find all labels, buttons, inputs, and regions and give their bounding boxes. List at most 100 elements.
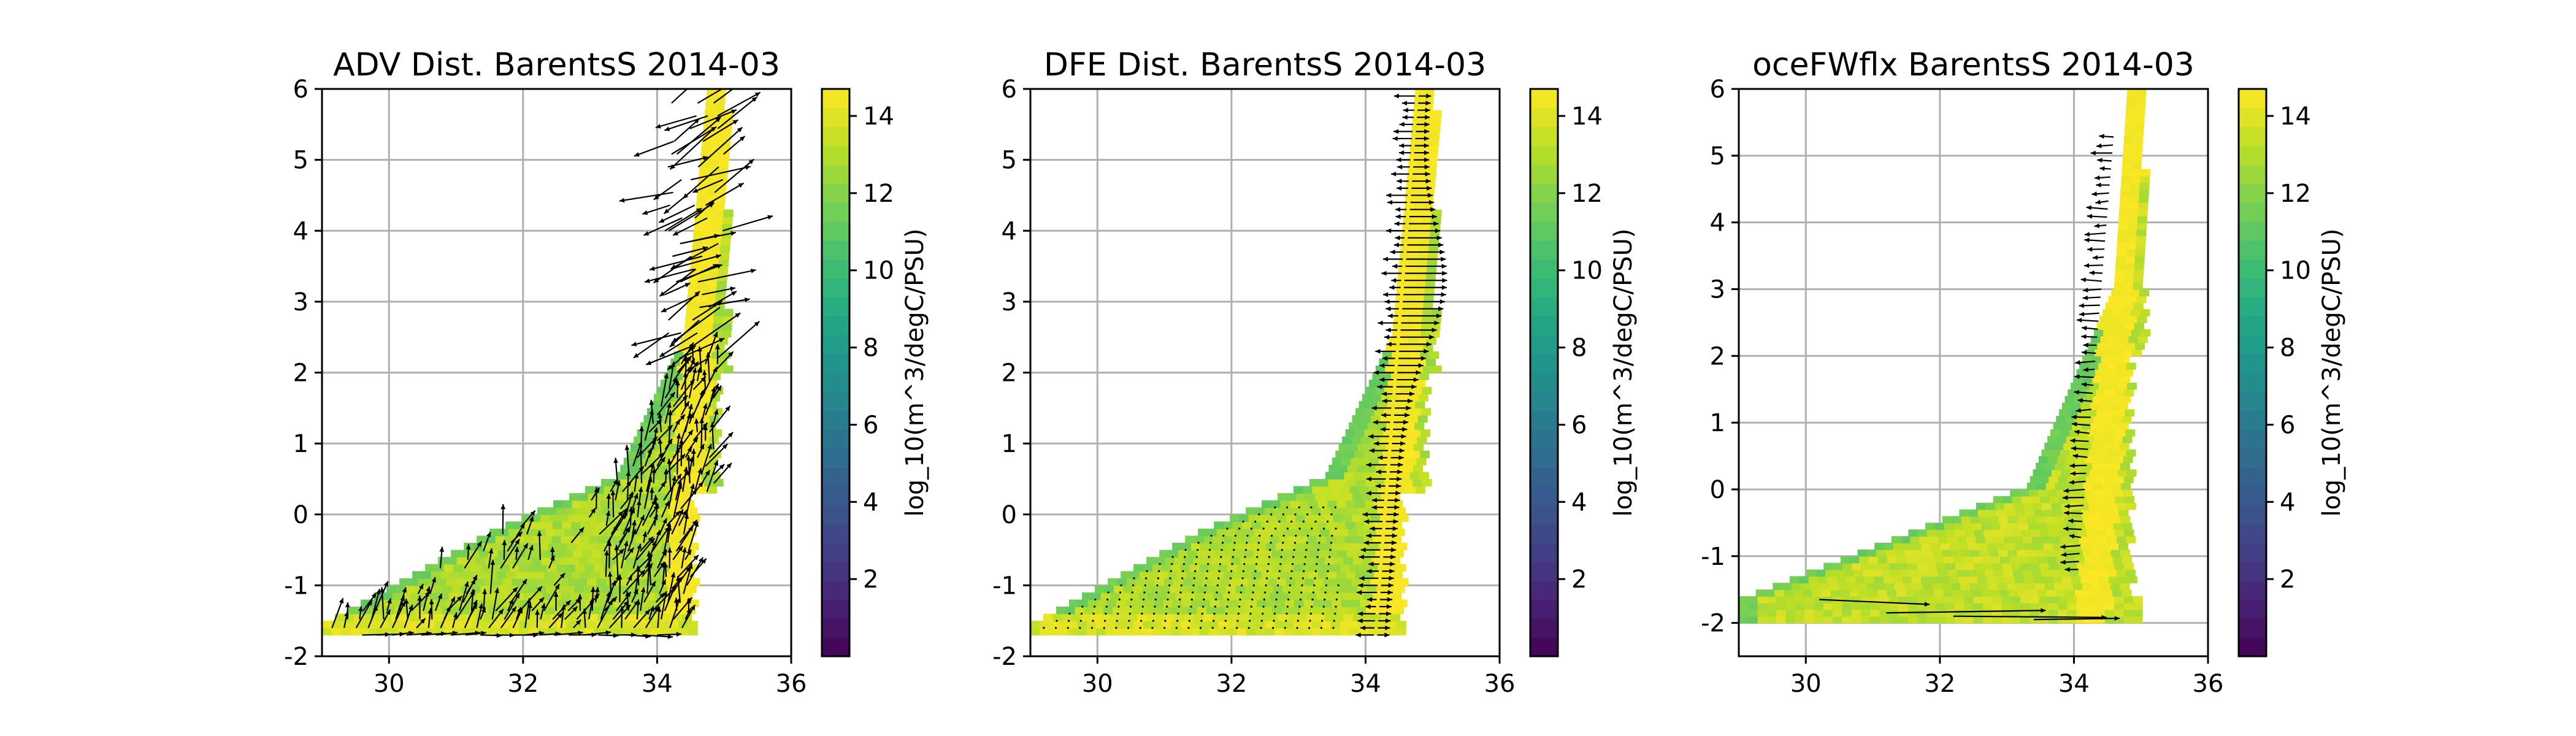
heat-cell bbox=[2079, 569, 2089, 577]
heat-cell bbox=[1325, 472, 1335, 480]
quiver-dot bbox=[1236, 619, 1239, 622]
heat-cell bbox=[1900, 569, 1911, 577]
heat-cell bbox=[1295, 514, 1306, 523]
heat-cell bbox=[1219, 599, 1229, 607]
heat-cell bbox=[379, 599, 389, 607]
heat-cell bbox=[2120, 483, 2131, 490]
heat-cell bbox=[1409, 472, 1420, 480]
heat-cell bbox=[686, 585, 697, 593]
heat-cell bbox=[2002, 529, 2012, 537]
heat-cell bbox=[2020, 562, 2031, 570]
heat-cell bbox=[1345, 429, 1355, 437]
heat-cell bbox=[1368, 621, 1378, 629]
heat-cell bbox=[705, 464, 715, 473]
quiver-dot bbox=[1197, 548, 1199, 551]
colorbar-tick-label: 4 bbox=[863, 488, 878, 516]
y-tick-label: -2 bbox=[992, 643, 1017, 671]
quiver-dot bbox=[1207, 563, 1209, 565]
quiver-dot bbox=[1244, 556, 1246, 558]
heat-cell bbox=[723, 217, 733, 224]
heat-cell bbox=[1293, 621, 1303, 629]
heat-cell bbox=[2046, 589, 2057, 597]
heat-cell bbox=[1977, 509, 1988, 517]
heat-cell bbox=[1932, 549, 1942, 557]
quiver-arrow bbox=[1382, 569, 1395, 574]
heat-cell bbox=[2024, 576, 2034, 584]
heat-cell bbox=[2084, 589, 2095, 597]
heat-cell bbox=[442, 585, 453, 593]
heat-cell bbox=[1968, 576, 1978, 584]
heat-cell bbox=[613, 627, 623, 636]
heat-cell bbox=[1407, 358, 1417, 366]
quiver-dot bbox=[1242, 570, 1244, 572]
heat-cell bbox=[1390, 613, 1401, 621]
colorbar-segment bbox=[822, 561, 849, 581]
heat-cell bbox=[2087, 409, 2098, 417]
heat-cell bbox=[1181, 599, 1192, 607]
heat-cell bbox=[2007, 583, 2017, 590]
heat-cell bbox=[2104, 602, 2115, 610]
heat-cell bbox=[573, 550, 583, 558]
heat-cell bbox=[2064, 483, 2075, 490]
heat-cell bbox=[2134, 256, 2145, 263]
heat-cell bbox=[392, 592, 402, 600]
heat-cell bbox=[1212, 557, 1222, 565]
heat-cell bbox=[1379, 578, 1390, 586]
heat-cell bbox=[1853, 569, 1864, 577]
heat-cell bbox=[1990, 556, 2001, 564]
heat-cell bbox=[1954, 616, 1965, 624]
colorbar-segment bbox=[822, 126, 849, 147]
heat-cell bbox=[1229, 578, 1240, 586]
heat-cell bbox=[1280, 571, 1290, 579]
heat-cell bbox=[1172, 543, 1183, 551]
quiver-arrow bbox=[638, 486, 643, 500]
quiver-arrow bbox=[1399, 342, 1432, 347]
heat-cell bbox=[1352, 415, 1362, 423]
quiver-arrow bbox=[1383, 554, 1396, 560]
heat-cell bbox=[1279, 535, 1289, 543]
heat-cell bbox=[1288, 592, 1298, 600]
heat-cell bbox=[1311, 564, 1322, 572]
heat-cell bbox=[2066, 456, 2077, 464]
y-tick-label: 2 bbox=[1710, 342, 1725, 370]
quiver-arrow bbox=[642, 499, 656, 526]
heat-cell bbox=[1928, 536, 1939, 543]
heat-cell bbox=[1325, 592, 1336, 600]
heat-cell bbox=[1776, 616, 1787, 624]
heat-cell bbox=[2056, 416, 2066, 423]
heat-cell bbox=[2073, 375, 2083, 383]
heat-cell bbox=[1316, 592, 1327, 600]
quiver-arrow bbox=[649, 488, 654, 500]
heat-cell bbox=[1268, 557, 1279, 565]
quiver-arrow bbox=[1387, 200, 1408, 205]
heat-cell bbox=[519, 627, 529, 636]
heat-cell bbox=[1955, 529, 1966, 537]
quiver-arrow bbox=[1396, 157, 1411, 163]
heat-cell bbox=[1122, 607, 1132, 615]
quiver-dot bbox=[1308, 627, 1311, 629]
heat-cell bbox=[563, 550, 573, 558]
quiver-arrow bbox=[681, 604, 696, 629]
heat-cell bbox=[2123, 562, 2134, 570]
quiver-dot bbox=[1141, 605, 1144, 608]
heat-cell bbox=[2109, 402, 2119, 410]
heat-cell bbox=[1103, 607, 1113, 615]
heat-cell bbox=[2083, 516, 2093, 524]
heat-cell bbox=[1403, 316, 1413, 324]
heat-cell bbox=[492, 543, 502, 551]
quiver-dot bbox=[1251, 598, 1254, 601]
heat-cell bbox=[1941, 583, 1952, 590]
heat-cell bbox=[2021, 529, 2031, 537]
heat-cell bbox=[2037, 523, 2048, 531]
quiver-dot bbox=[1257, 542, 1260, 544]
heat-cell bbox=[1833, 616, 1843, 624]
heat-cell bbox=[2117, 242, 2127, 250]
quiver-arrow bbox=[577, 594, 583, 611]
quiver-arrow bbox=[514, 546, 519, 560]
heat-cell bbox=[1930, 576, 1941, 584]
quiver-arrow bbox=[612, 548, 625, 561]
quiver-dot bbox=[1279, 563, 1282, 565]
quiver-dot bbox=[1226, 605, 1229, 608]
quiver-dot bbox=[1225, 613, 1228, 615]
quiver-arrow bbox=[2074, 389, 2093, 395]
